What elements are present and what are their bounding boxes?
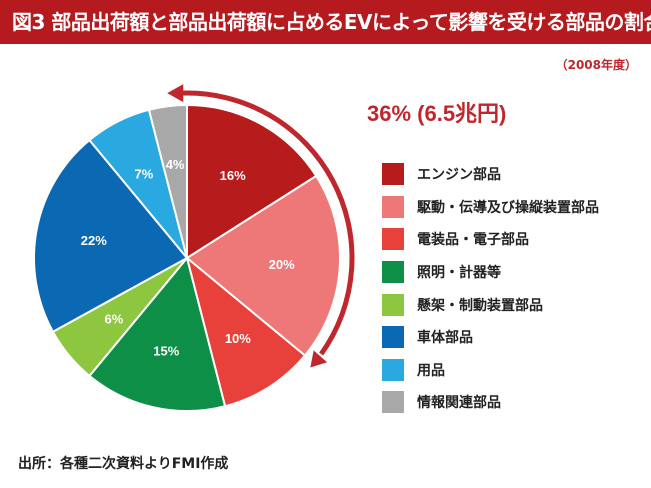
slice-value-label: 20%: [269, 257, 295, 272]
slice-value-label: 4%: [166, 157, 185, 172]
legend-label: 電装品・電子部品: [417, 232, 529, 249]
legend-label: 照明・計器等: [417, 265, 501, 282]
callout-arrow-head-top: [167, 84, 184, 103]
legend-swatch: [382, 391, 404, 414]
legend-label: 情報関連部品: [417, 395, 501, 412]
legend-item: 駆動・伝導及び操縦装置部品: [382, 191, 599, 224]
pie-slice: [185, 174, 341, 357]
legend-item: 照明・計器等: [382, 256, 599, 289]
slice-value-label: 16%: [220, 168, 246, 183]
legend-label: 駆動・伝導及び操縦装置部品: [417, 199, 599, 216]
slice-value-label: 15%: [153, 344, 179, 359]
legend-item: エンジン部品: [382, 158, 599, 191]
legend-label: 用品: [417, 362, 445, 379]
legend-item: 車体部品: [382, 321, 599, 354]
legend-swatch: [382, 195, 404, 218]
pie-slice: [88, 255, 227, 412]
legend-label: 懸架・制動装置部品: [417, 297, 543, 314]
legend-label: エンジン部品: [417, 167, 501, 184]
slice-value-label: 22%: [81, 233, 107, 248]
chart-title: 図3 部品出荷額と部品出荷額に占めるEVによって影響を受ける部品の割合: [0, 0, 651, 44]
legend-swatch: [382, 163, 404, 186]
slice-value-label: 7%: [135, 166, 154, 181]
pie-slice: [147, 103, 188, 259]
legend-swatch: [382, 261, 404, 284]
pie-slice: [33, 138, 189, 334]
pie-slice: [186, 103, 318, 260]
legend: エンジン部品駆動・伝導及び操縦装置部品 電装品・電子部品 照明・計器等懸架・制動装置…: [382, 158, 599, 419]
slice-value-label: 6%: [105, 311, 124, 326]
legend-swatch: [382, 326, 404, 349]
callout-label: 36% (6.5兆円): [367, 101, 506, 126]
legend-swatch: [382, 293, 404, 316]
callout-arrow-head-bottom: [310, 350, 328, 368]
legend-swatch: [382, 358, 404, 381]
legend-swatch: [382, 228, 404, 251]
source-note: 出所：各種二次資料よりFMI作成: [18, 456, 229, 472]
legend-item: 電装品・電子部品: [382, 223, 599, 256]
legend-item: 懸架・制動装置部品: [382, 288, 599, 321]
year-note: （2008年度）: [555, 58, 637, 72]
callout-arrow: [181, 90, 355, 356]
legend-label: 車体部品: [417, 330, 473, 347]
slice-value-label: 10%: [225, 331, 251, 346]
legend-item: 情報関連部品: [382, 386, 599, 419]
legend-item: 用品: [382, 354, 599, 387]
